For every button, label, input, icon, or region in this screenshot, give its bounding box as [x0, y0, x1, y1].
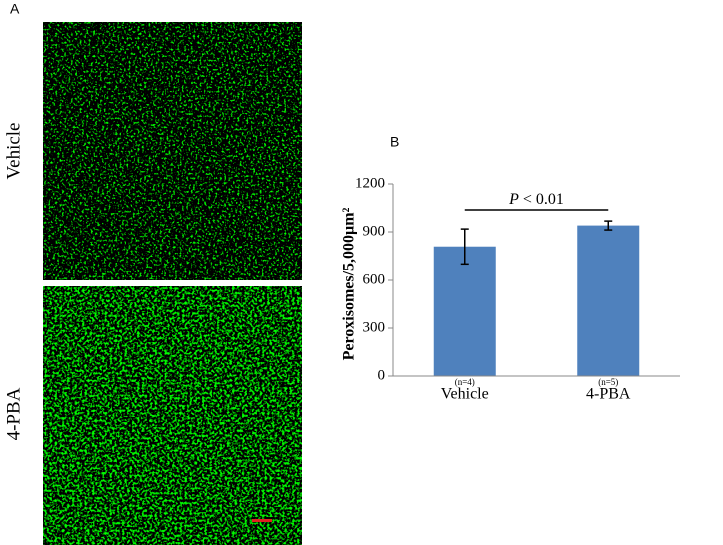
y-axis-label: Peroxisomes/5,000µm²	[341, 207, 358, 360]
bar	[433, 246, 496, 376]
scale-bar	[252, 519, 272, 522]
y-tick-label: 600	[363, 271, 386, 287]
micrograph	[43, 22, 302, 280]
annotation-italic: P	[508, 191, 519, 208]
y-tick-label: 900	[363, 223, 386, 239]
x-tick-label: Vehicle	[441, 386, 489, 403]
x-tick-label: 4-PBA	[586, 386, 631, 403]
y-tick-label: 1200	[355, 175, 385, 191]
row-label: Vehicle	[3, 123, 24, 180]
bar	[577, 225, 640, 376]
sample-size: (n=4)	[455, 377, 475, 387]
row-label: 4-PBA	[3, 387, 24, 440]
annotation: P < 0.01	[508, 191, 564, 208]
sample-size: (n=5)	[598, 377, 618, 387]
panel-label: B	[390, 134, 399, 150]
y-tick-label: 300	[363, 319, 386, 335]
panel-label: A	[10, 1, 20, 17]
micrograph	[43, 286, 302, 545]
y-tick-label: 0	[378, 367, 386, 383]
annotation-text: < 0.01	[519, 191, 564, 208]
